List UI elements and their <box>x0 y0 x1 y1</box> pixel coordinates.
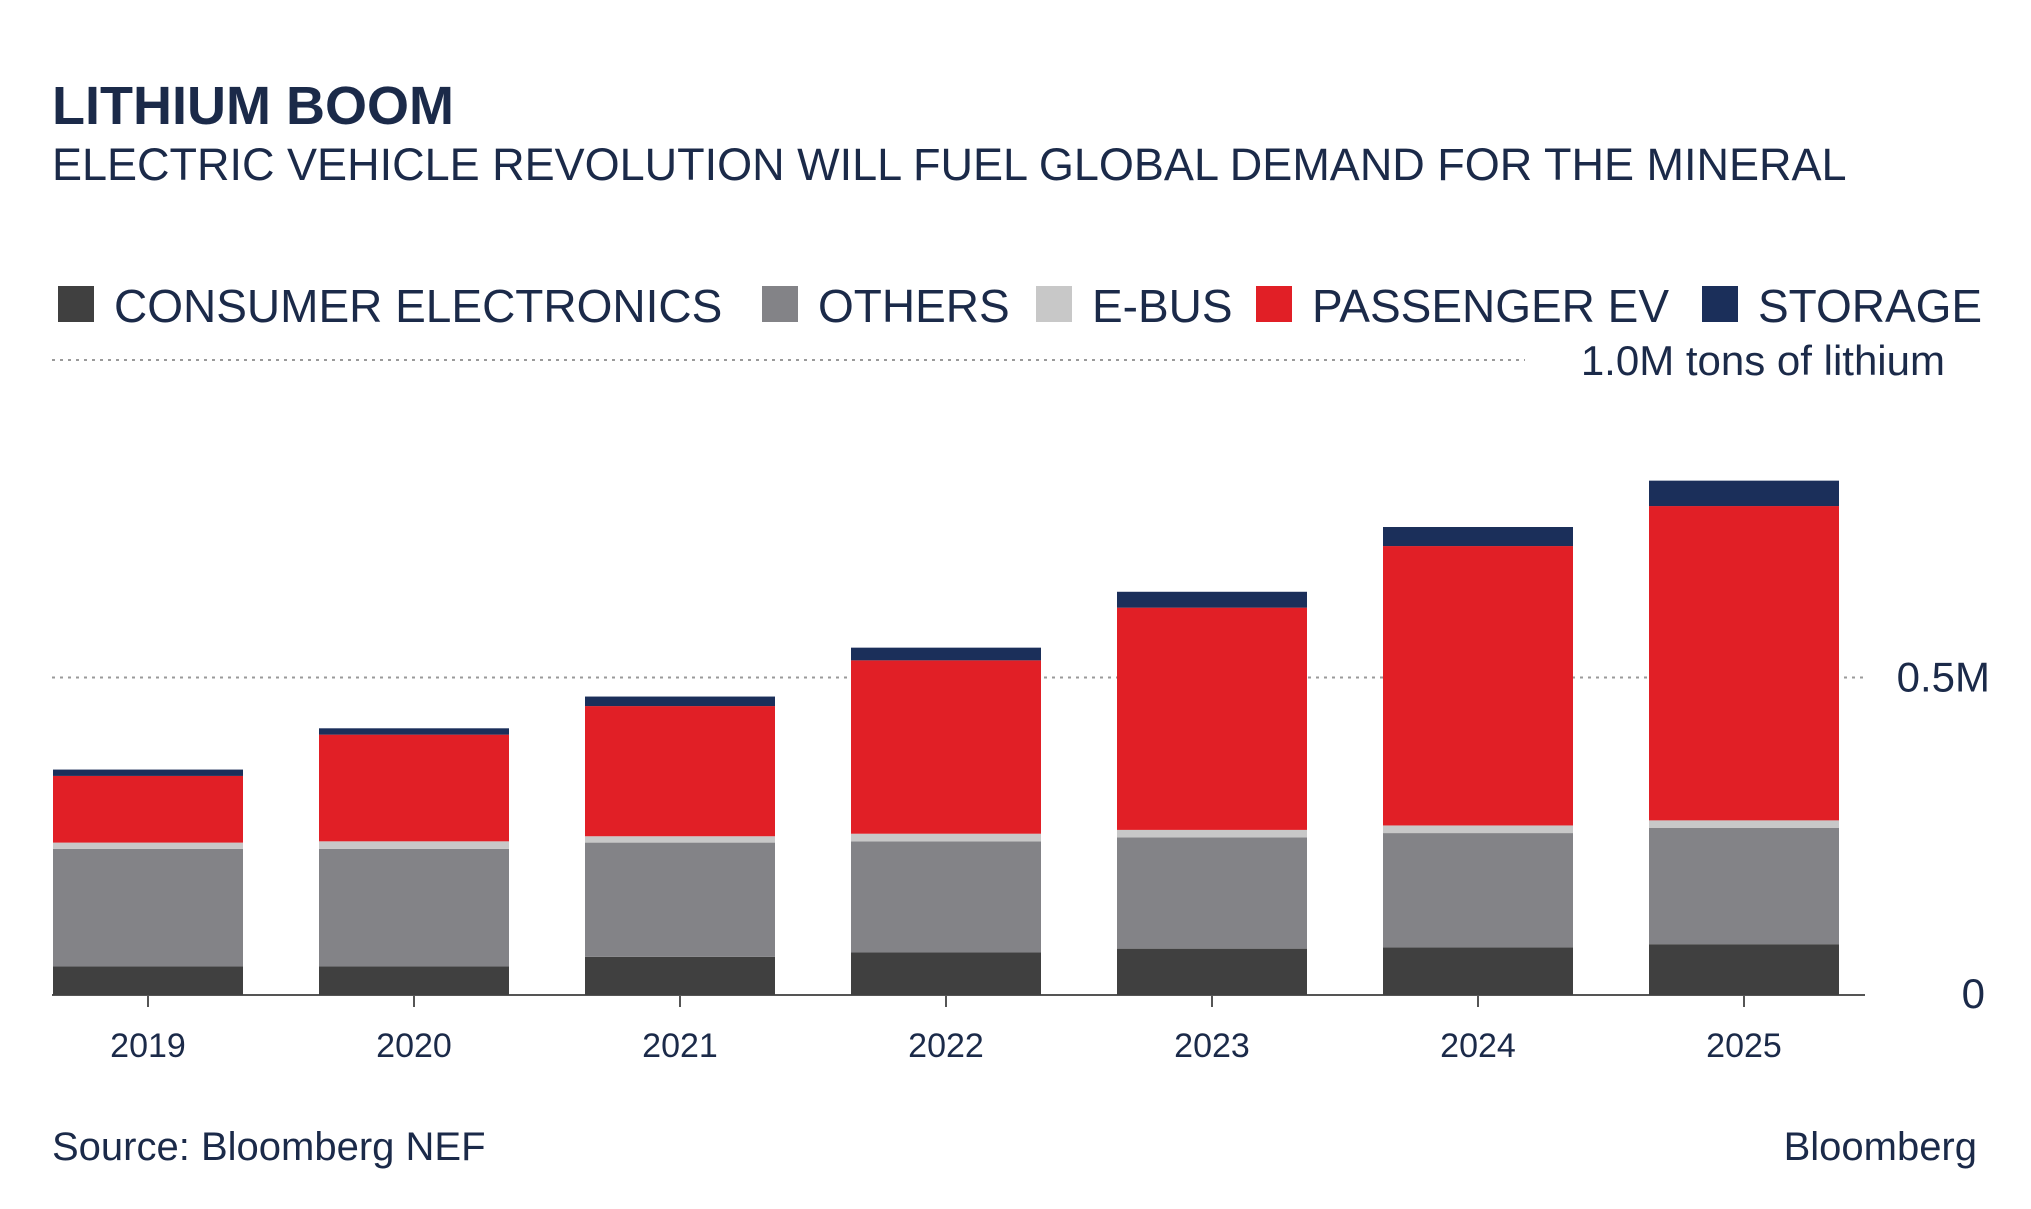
bar-2019-passenger-ev <box>53 775 243 843</box>
bar-2023-e-bus <box>1117 829 1307 838</box>
bar-2021-storage <box>585 696 775 707</box>
bar-2021-passenger-ev <box>585 706 775 837</box>
bar-2025-storage <box>1649 480 1839 507</box>
bar-2020-storage <box>319 728 509 735</box>
bar-2021-consumer-electronics <box>585 956 775 995</box>
chart-legend: CONSUMER ELECTRONICS OTHERS E-BUS PASSENGER… <box>58 280 1982 332</box>
bar-2022-storage <box>851 647 1041 661</box>
legend-swatch-1 <box>762 286 798 322</box>
y-tick-label-2: 1.0M tons of lithium <box>1581 337 1945 384</box>
legend-swatch-4 <box>1702 286 1738 322</box>
source-note: Source: Bloomberg NEF <box>52 1125 486 1169</box>
bar-2022-e-bus <box>851 833 1041 842</box>
bar-2024-storage <box>1383 527 1573 547</box>
chart-subtitle: ELECTRIC VEHICLE REVOLUTION WILL FUEL GL… <box>52 139 1847 190</box>
bar-2023-consumer-electronics <box>1117 948 1307 995</box>
legend-swatch-2 <box>1036 286 1072 322</box>
x-tick-label-1: 2020 <box>376 1027 452 1065</box>
legend-swatch-0 <box>58 286 94 322</box>
bar-2023-others <box>1117 837 1307 949</box>
chart-x-axis: 2019 2020 2021 2022 2023 2024 2025 <box>110 995 1782 1065</box>
bar-2020-passenger-ev <box>319 734 509 842</box>
bar-2021-e-bus <box>585 836 775 843</box>
bar-2020-consumer-electronics <box>319 966 509 995</box>
bar-2019-storage <box>53 769 243 776</box>
bar-2025-others <box>1649 827 1839 945</box>
x-tick-label-5: 2024 <box>1440 1027 1516 1065</box>
bar-2025-passenger-ev <box>1649 506 1839 821</box>
bar-2025-consumer-electronics <box>1649 944 1839 995</box>
bar-2022-others <box>851 841 1041 953</box>
bar-2019-e-bus <box>53 842 243 849</box>
bar-2023-storage <box>1117 591 1307 608</box>
legend-label-2: E-BUS <box>1092 280 1233 332</box>
bar-2024-consumer-electronics <box>1383 947 1573 995</box>
y-tick-label-1: 0.5M <box>1897 654 1990 701</box>
x-tick-label-3: 2022 <box>908 1027 984 1065</box>
bar-2020-e-bus <box>319 841 509 849</box>
bar-2024-e-bus <box>1383 825 1573 834</box>
bar-2025-e-bus <box>1649 820 1839 828</box>
x-tick-label-4: 2023 <box>1174 1027 1250 1065</box>
bar-2024-others <box>1383 833 1573 948</box>
chart-bars <box>53 480 1839 995</box>
bar-2022-consumer-electronics <box>851 952 1041 995</box>
x-tick-label-2: 2021 <box>642 1027 718 1065</box>
legend-label-0: CONSUMER ELECTRONICS <box>114 280 722 332</box>
legend-label-1: OTHERS <box>818 280 1010 332</box>
chart-y-axis: 0 0.5M 1.0M tons of lithium <box>1581 337 1990 1017</box>
legend-swatch-3 <box>1256 286 1292 322</box>
y-tick-label-0: 0 <box>1962 970 1985 1017</box>
bar-2021-others <box>585 842 775 957</box>
bar-2019-consumer-electronics <box>53 966 243 995</box>
legend-label-3: PASSENGER EV <box>1312 280 1669 332</box>
bar-2024-passenger-ev <box>1383 546 1573 826</box>
x-tick-label-0: 2019 <box>110 1027 186 1065</box>
chart-title: LITHIUM BOOM <box>52 76 454 136</box>
brand-label: Bloomberg <box>1784 1125 1977 1169</box>
bar-2023-passenger-ev <box>1117 607 1307 830</box>
bar-2022-passenger-ev <box>851 660 1041 834</box>
bar-2019-others <box>53 848 243 967</box>
bar-2020-others <box>319 848 509 967</box>
legend-label-4: STORAGE <box>1758 280 1982 332</box>
x-tick-label-6: 2025 <box>1706 1027 1782 1065</box>
